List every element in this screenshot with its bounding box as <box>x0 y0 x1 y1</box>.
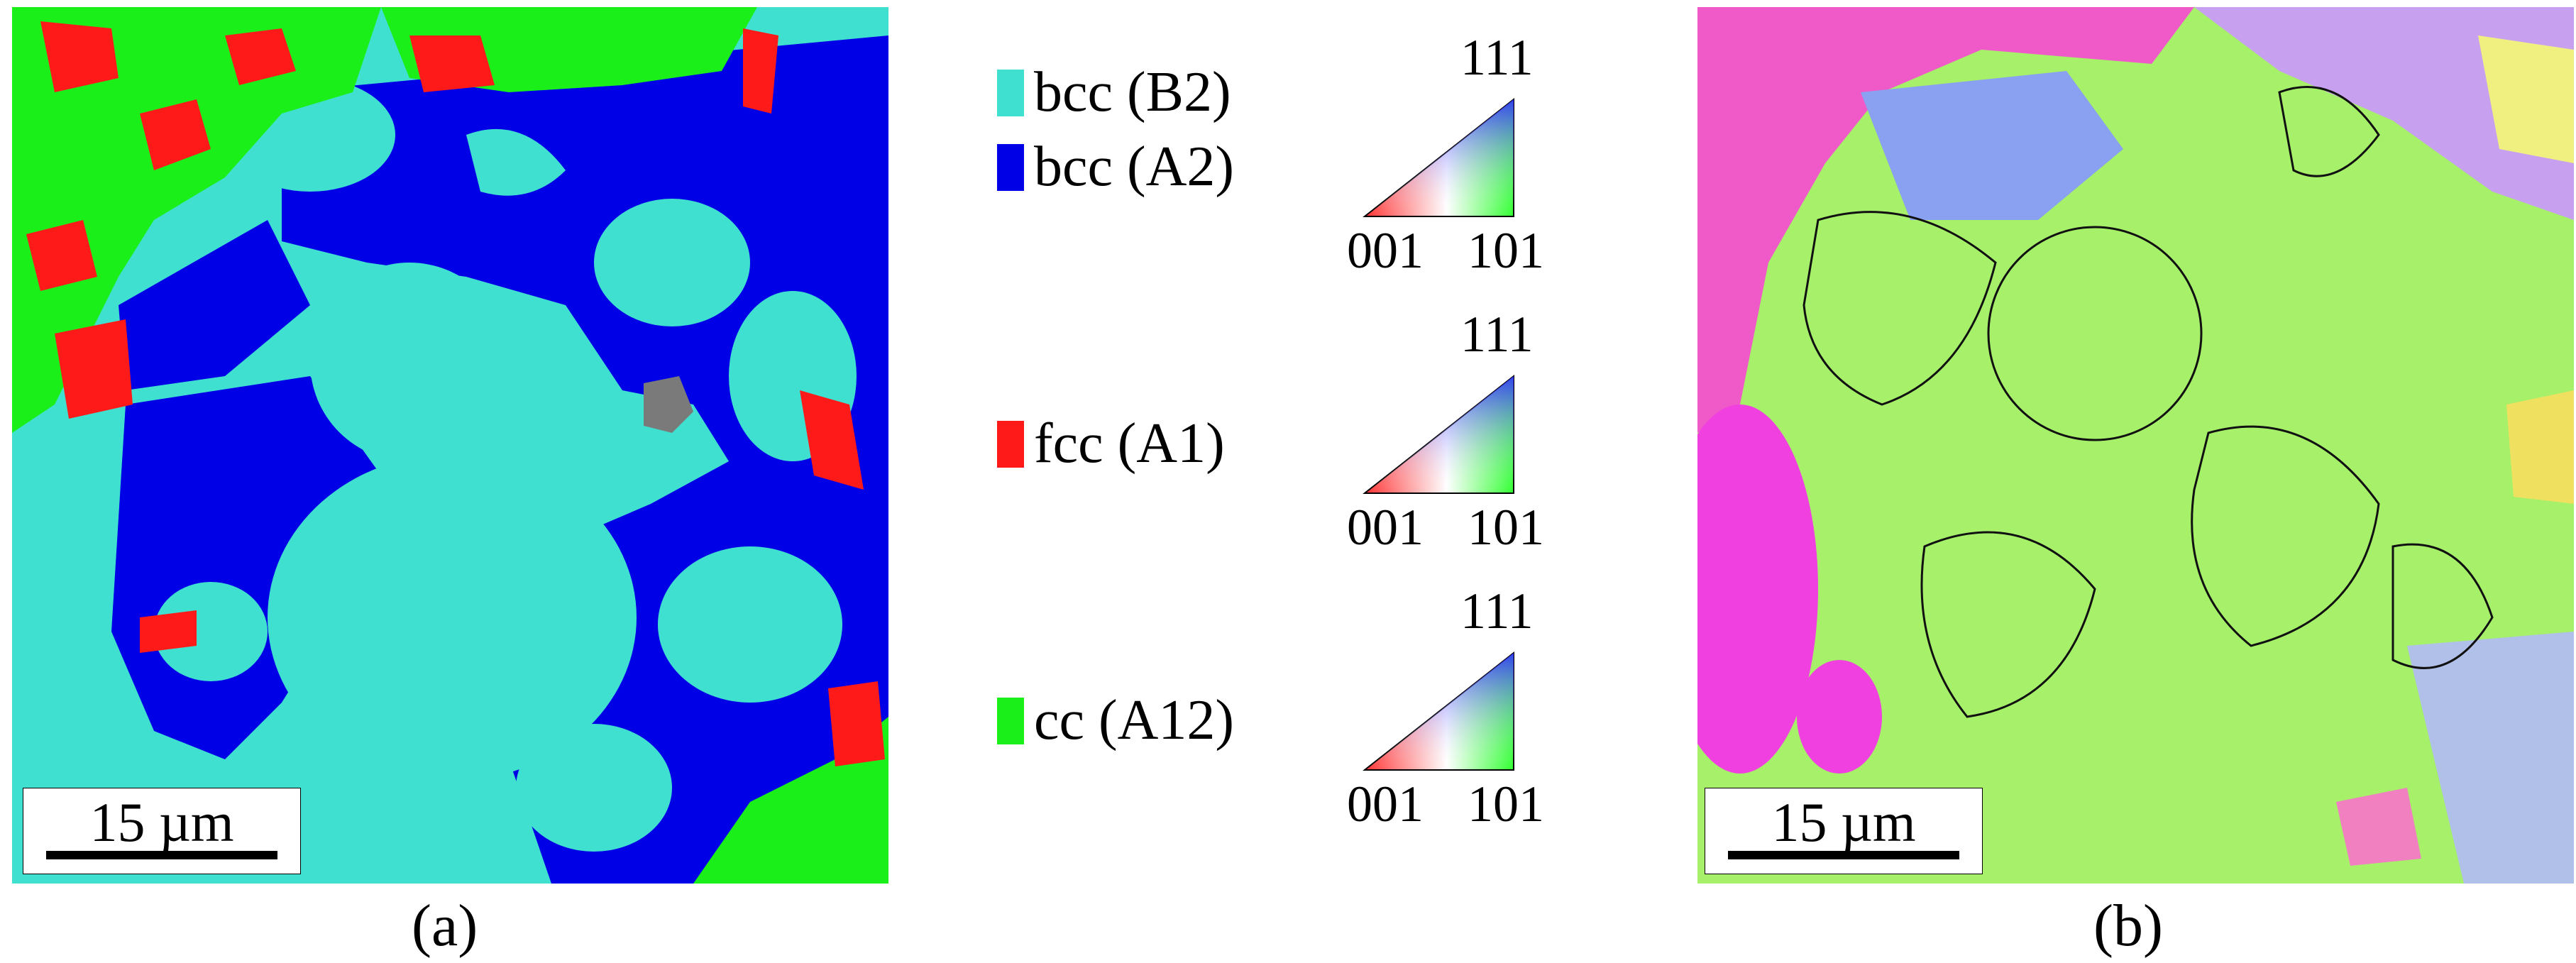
b2-grain <box>154 582 268 681</box>
yellow-region <box>2506 390 2574 504</box>
grain-boundary <box>2191 425 2380 647</box>
a1-cluster <box>828 681 885 766</box>
magenta-grain <box>1797 660 1882 774</box>
a1-cluster <box>26 220 97 291</box>
ipf-label-101: 101 <box>1468 499 1544 556</box>
scale-bar-line <box>46 851 277 859</box>
b2-grain <box>658 546 842 703</box>
ipf-color-key: 111 001 101 <box>1347 583 1560 832</box>
a1-cluster <box>800 390 864 490</box>
yellow-region <box>2478 35 2574 163</box>
panel-label-a: (a) <box>412 893 478 959</box>
b2-grain <box>268 454 637 781</box>
b2-grain <box>594 199 750 326</box>
legend-label: fcc (A1) <box>1034 412 1225 475</box>
legend-label: bcc (B2) <box>1034 61 1231 123</box>
a2-region <box>119 220 310 390</box>
grain-boundary <box>2391 543 2494 669</box>
b2-grain <box>516 724 672 852</box>
ipf-label-111: 111 <box>1460 583 1534 639</box>
grain-boundary <box>1802 211 1997 406</box>
scale-bar-line <box>1728 851 1959 859</box>
pink-region <box>2336 788 2421 866</box>
orientation-map-drawing <box>1697 7 2574 884</box>
scale-bar: 15 µm <box>1705 788 1983 874</box>
scale-bar: 15 µm <box>23 788 301 874</box>
pink-region <box>1697 7 2194 433</box>
phase-map-image: 15 µm <box>12 7 888 884</box>
b2-grain <box>310 263 509 461</box>
a1-cluster <box>140 99 211 170</box>
panel-label-b: (b) <box>2093 893 2163 959</box>
mixed-region <box>2194 7 2574 220</box>
ipf-label-111: 111 <box>1460 29 1534 86</box>
grain-boundary <box>2278 86 2380 177</box>
b2-arm <box>466 128 566 196</box>
legend-swatch <box>997 421 1024 468</box>
a1-cluster <box>225 28 296 85</box>
legend-label: cc (A12) <box>1034 689 1235 752</box>
ipf-triangle <box>1363 374 1514 494</box>
magenta-grain <box>1697 405 1818 774</box>
ipf-label-111: 111 <box>1460 306 1534 363</box>
a12-region <box>12 7 381 433</box>
scale-bar-label: 15 µm <box>89 791 234 853</box>
ipf-triangle <box>1363 97 1514 217</box>
grain-boundary <box>1987 226 2203 441</box>
mixed-region <box>2407 632 2574 884</box>
ipf-color-key: 111 001 101 <box>1347 306 1560 556</box>
ipf-label-001: 001 <box>1347 776 1424 832</box>
a1-cluster <box>40 21 119 92</box>
legend-swatch <box>997 144 1024 191</box>
legend-swatch <box>997 70 1024 116</box>
ipf-label-101: 101 <box>1468 222 1544 279</box>
a1-cluster <box>55 319 133 419</box>
ipf-label-101: 101 <box>1468 776 1544 832</box>
a1-cluster <box>140 610 197 653</box>
a1-cluster <box>743 28 778 114</box>
unindexed-grain <box>644 376 693 433</box>
legend-label: bcc (A2) <box>1034 136 1235 198</box>
ipf-label-001: 001 <box>1347 222 1424 279</box>
legend-swatch <box>997 698 1024 744</box>
orientation-map-image: 15 µm <box>1697 7 2574 884</box>
blue-region <box>1861 71 2123 220</box>
a1-cluster <box>409 35 495 92</box>
ipf-label-001: 001 <box>1347 499 1424 556</box>
phase-map-drawing <box>12 7 888 884</box>
grain-boundary <box>1920 531 2096 718</box>
scale-bar-label: 15 µm <box>1771 791 1916 853</box>
ipf-triangle <box>1363 651 1514 771</box>
ipf-color-key: 111 001 101 <box>1347 29 1560 279</box>
